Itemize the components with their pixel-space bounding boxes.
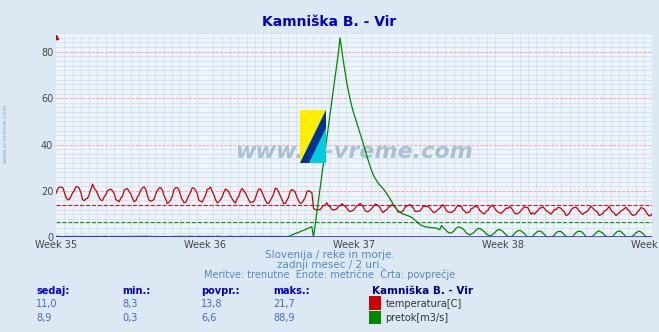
Polygon shape (300, 110, 326, 163)
Text: Meritve: trenutne  Enote: metrične  Črta: povprečje: Meritve: trenutne Enote: metrične Črta: … (204, 268, 455, 280)
Text: 8,9: 8,9 (36, 313, 51, 323)
Text: 21,7: 21,7 (273, 299, 295, 309)
Text: 88,9: 88,9 (273, 313, 295, 323)
Text: 0,3: 0,3 (122, 313, 137, 323)
Text: Kamniška B. - Vir: Kamniška B. - Vir (372, 286, 473, 296)
Text: www.si-vreme.com: www.si-vreme.com (3, 103, 8, 163)
Text: Kamniška B. - Vir: Kamniška B. - Vir (262, 15, 397, 29)
Text: 8,3: 8,3 (122, 299, 137, 309)
Text: 11,0: 11,0 (36, 299, 58, 309)
Text: 6,6: 6,6 (201, 313, 216, 323)
Text: maks.:: maks.: (273, 286, 310, 296)
Text: povpr.:: povpr.: (201, 286, 239, 296)
Polygon shape (309, 128, 326, 163)
Text: Slovenija / reke in morje.: Slovenija / reke in morje. (264, 250, 395, 260)
Text: sedaj:: sedaj: (36, 286, 70, 296)
Text: 13,8: 13,8 (201, 299, 223, 309)
Text: zadnji mesec / 2 uri.: zadnji mesec / 2 uri. (277, 260, 382, 270)
Text: temperatura[C]: temperatura[C] (386, 299, 462, 309)
Text: www.si-vreme.com: www.si-vreme.com (235, 142, 473, 162)
Text: min.:: min.: (122, 286, 150, 296)
Polygon shape (300, 110, 326, 163)
Text: pretok[m3/s]: pretok[m3/s] (386, 313, 449, 323)
